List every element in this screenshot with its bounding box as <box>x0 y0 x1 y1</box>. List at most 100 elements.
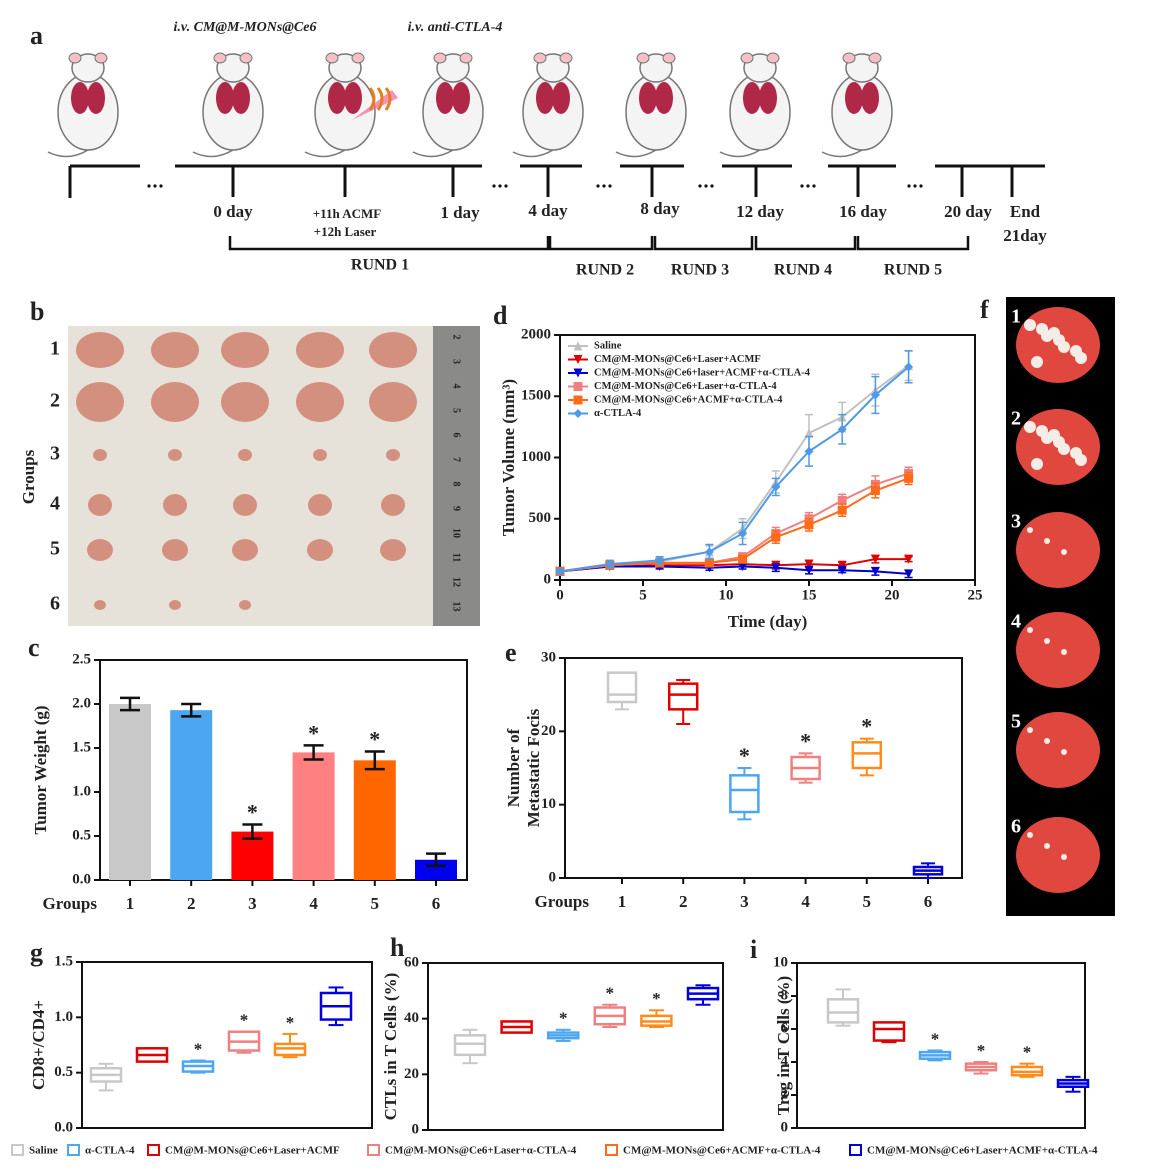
ellipsis-dot <box>704 184 708 188</box>
row-label: 1 <box>50 338 60 360</box>
ruler-label: 11 <box>451 553 462 562</box>
x-tick-label: 4 <box>309 894 318 913</box>
y-tick-label: 30 <box>541 649 556 665</box>
ruler-label: 12 <box>451 577 462 587</box>
mouse-ear <box>868 52 882 64</box>
y-tick-label: 0.5 <box>72 827 91 843</box>
nodule <box>1044 638 1050 644</box>
box <box>826 998 860 1024</box>
lung <box>1016 612 1100 688</box>
panel-label: c <box>28 633 40 662</box>
marker <box>555 566 565 576</box>
marker <box>573 341 583 351</box>
y-tick-label: 0 <box>544 571 552 587</box>
error-bar <box>242 823 263 840</box>
tumor <box>296 332 344 368</box>
annotation: i.v. CM@M-MONs@Ce6 <box>174 20 317 35</box>
y-tick-label: 1.5 <box>54 953 73 969</box>
marker <box>837 565 847 575</box>
box <box>667 682 699 711</box>
nodule <box>1048 429 1060 441</box>
legend-label: CM@M-MONs@Ce6+Laser+α-CTLA-4 <box>385 1145 577 1157</box>
ruler-label: 9 <box>451 506 462 511</box>
plot-frame <box>99 659 468 881</box>
ruler-label: 6 <box>451 433 462 438</box>
lung <box>655 82 673 114</box>
ruler-label: 8 <box>451 482 462 487</box>
lung <box>743 82 761 114</box>
mouse-ear <box>351 52 365 64</box>
line <box>559 477 909 573</box>
photo <box>1006 297 1115 916</box>
significance-mark: * <box>861 714 872 739</box>
y-tick-label: 0.0 <box>72 871 91 887</box>
marker <box>804 520 814 530</box>
time-label: 4 day <box>528 201 568 220</box>
row-label: 6 <box>1011 816 1021 838</box>
y-axis-label: Tumor Volume (mm³) <box>499 379 518 536</box>
row-label: 4 <box>50 493 60 515</box>
round-bracket <box>653 236 754 251</box>
marker <box>573 409 583 418</box>
nodule <box>1031 356 1043 368</box>
plot-frame <box>81 961 373 1129</box>
ellipsis-dot <box>913 184 917 188</box>
ellipsis-dot <box>608 184 612 188</box>
lung <box>845 82 863 114</box>
box <box>729 774 760 814</box>
tumor <box>169 600 181 610</box>
y-axis-label: Metastatic Focis <box>524 708 543 827</box>
lung <box>328 82 346 114</box>
time-label: +12h Laser <box>314 224 377 239</box>
line <box>559 565 909 575</box>
mouse-ear <box>559 52 573 64</box>
nodule <box>1024 421 1036 433</box>
tumor <box>238 449 252 461</box>
field-arc <box>376 87 384 111</box>
nodule <box>1044 738 1050 744</box>
round-bracket <box>754 236 857 251</box>
y-tick-label: 0 <box>412 1121 420 1137</box>
lung <box>452 82 470 114</box>
mouse-tail <box>821 149 863 158</box>
mouse-ear <box>325 52 339 64</box>
marker <box>804 428 814 438</box>
tumor <box>233 494 257 516</box>
marker <box>804 446 814 456</box>
marker <box>704 558 714 568</box>
ellipsis-dot <box>919 184 923 188</box>
legend-label: Saline <box>29 1145 58 1157</box>
round-bracket <box>856 236 970 251</box>
y-tick-label: 2 <box>781 1086 789 1102</box>
marker <box>704 547 714 557</box>
y-tick-label: 2000 <box>521 326 551 342</box>
significance-mark: * <box>800 728 811 753</box>
tumor <box>369 382 417 422</box>
laser-beam <box>352 90 398 120</box>
ruler-label: 2 <box>451 335 462 340</box>
legend-label: CM@M-MONs@Ce6+Laser+ACMF+α-CTLA-4 <box>867 1145 1098 1157</box>
significance-mark: * <box>247 800 258 825</box>
legend-label: CM@M-MONs@Ce6+Laser+ACMF <box>165 1145 340 1157</box>
error-bar <box>181 702 202 718</box>
y-axis-label: Number of <box>504 728 523 807</box>
marker <box>870 566 880 576</box>
x-tick-label: 1 <box>126 894 135 913</box>
x-tick-label: 4 <box>801 892 810 911</box>
significance-mark: * <box>308 720 319 745</box>
marker <box>573 355 583 364</box>
tumor <box>93 449 107 461</box>
x-tick-label: 5 <box>371 894 380 913</box>
time-label: +11h ACMF <box>313 206 381 221</box>
tumor <box>307 539 333 561</box>
marker <box>804 559 814 569</box>
marker <box>904 569 914 579</box>
tumor <box>308 494 332 516</box>
y-tick-label: 10 <box>773 954 788 970</box>
ellipsis-dot <box>492 184 496 188</box>
nodule <box>1027 527 1033 533</box>
legend-swatch <box>11 1144 24 1156</box>
marker <box>904 554 914 564</box>
significance-mark: * <box>606 984 615 1003</box>
ruler-label: 10 <box>451 528 462 538</box>
